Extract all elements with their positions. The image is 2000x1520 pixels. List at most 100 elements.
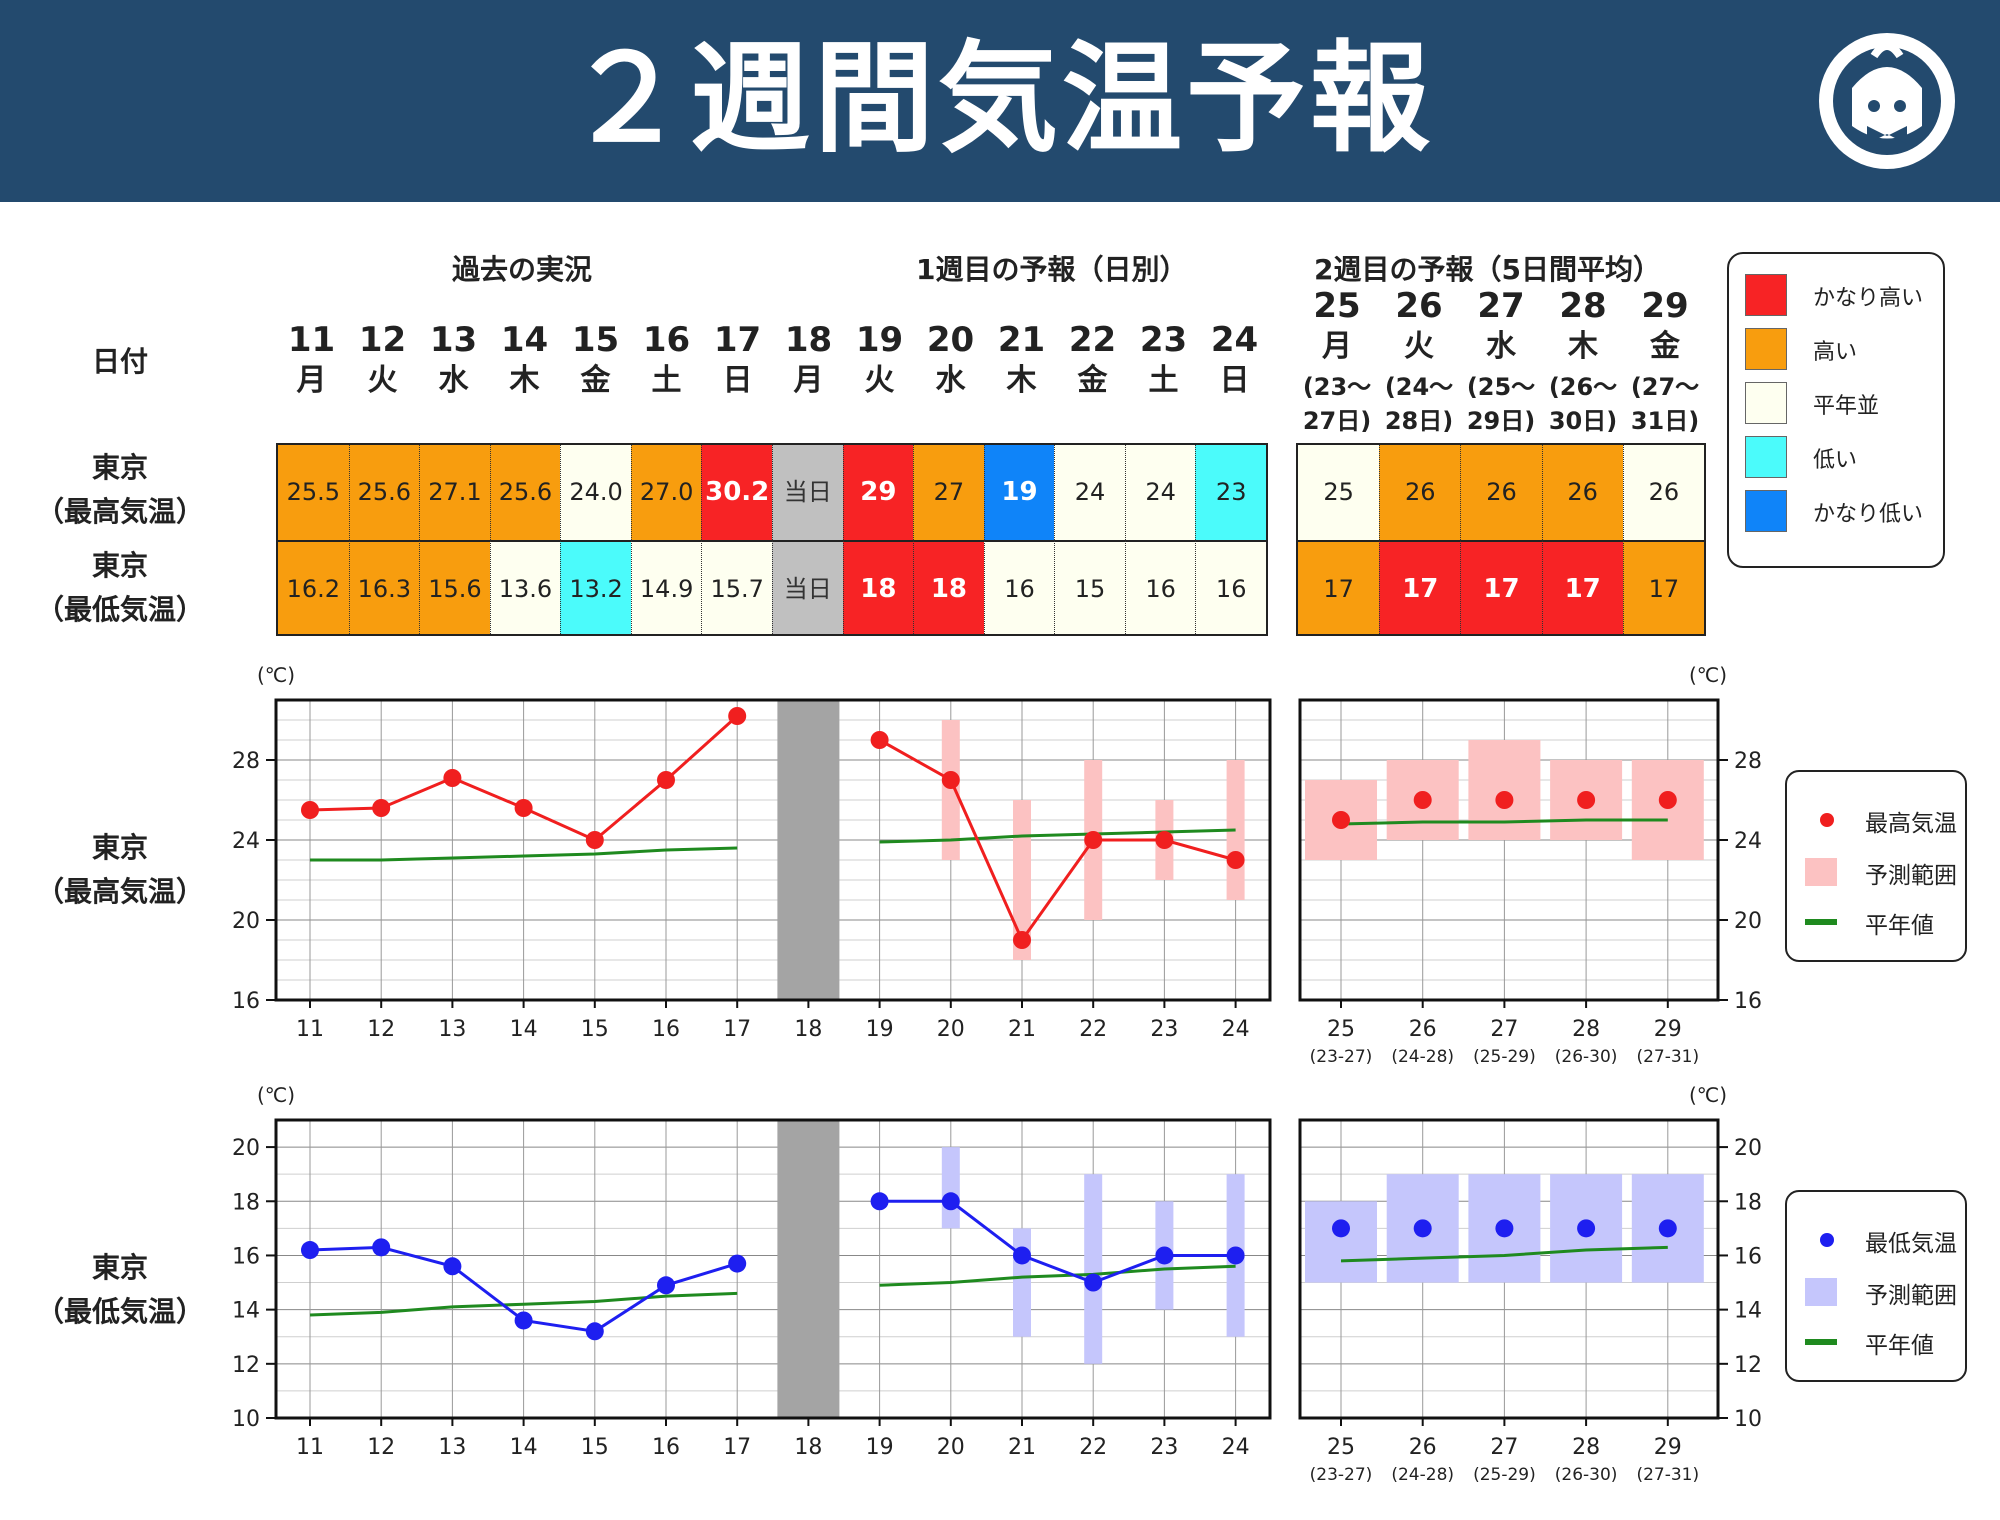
- y-tick-label: 16: [232, 989, 260, 1014]
- forecast-point: [1155, 1246, 1174, 1265]
- section-week2: 2週目の予報（5日間平均）: [1314, 253, 1661, 286]
- week2-point: [1332, 1219, 1350, 1238]
- category-label: 低い: [1813, 448, 1858, 473]
- chart-frame-daily: [274, 1118, 1272, 1420]
- forecast-point: [870, 1192, 889, 1211]
- observed-point: [585, 1322, 604, 1341]
- x-range-label: (23-27): [1310, 1465, 1373, 1485]
- date-column-22: 22 金: [1057, 322, 1128, 404]
- category-swatch-icon: [1745, 490, 1787, 532]
- date-weekday: 火: [1404, 329, 1434, 364]
- date-number: 25: [1313, 286, 1361, 326]
- date-column-16: 16 土: [631, 322, 702, 404]
- date-column-15: 15 金: [560, 322, 631, 404]
- y-tick-label: 24: [1734, 829, 1762, 854]
- max-temp-cell: 29: [842, 445, 914, 540]
- date-range-start: (24〜: [1384, 373, 1454, 401]
- section-past: 過去の実況: [452, 253, 593, 286]
- min-temp-cell: 16: [983, 539, 1055, 634]
- date-column-19: 19 火: [844, 322, 915, 404]
- forecast-point: [1155, 831, 1174, 849]
- normal-line-week1: [879, 1264, 1236, 1287]
- observed-point: [443, 1257, 462, 1276]
- date-weekday: 水: [438, 363, 469, 398]
- x-range-label: (27-31): [1636, 1047, 1699, 1067]
- y-tick-label: 12: [232, 1353, 260, 1378]
- observed-point: [443, 769, 462, 787]
- table-min-label: 東京 （最低気温）: [35, 549, 204, 626]
- date-weekday: 月: [1322, 329, 1352, 364]
- category-label: かなり低い: [1813, 502, 1924, 527]
- week2-point: [1413, 1219, 1432, 1238]
- week2-point: [1577, 791, 1596, 809]
- observed-point: [657, 771, 675, 789]
- min-temp-cell: 17: [1298, 539, 1380, 634]
- y-tick-label: 20: [232, 909, 260, 934]
- max-temp-cell: 30.2: [701, 445, 772, 540]
- week2-point: [1495, 1219, 1514, 1238]
- week2-point: [1332, 811, 1350, 829]
- date-weekday: 水: [1486, 329, 1516, 364]
- x-tick-label: 24: [1222, 1435, 1250, 1460]
- date-weekday: 日: [1219, 363, 1250, 398]
- normal-line-week1: [879, 828, 1236, 844]
- date-range-start: (26〜: [1548, 373, 1618, 401]
- max-temp-cell: 23: [1195, 445, 1266, 540]
- forecast-point: [1226, 1246, 1245, 1265]
- date-number: 14: [500, 320, 549, 360]
- forecast-point: [1226, 851, 1245, 869]
- observed-point: [514, 1311, 533, 1330]
- date-range-end: 29日): [1466, 407, 1536, 435]
- chart-frame-week2: [1298, 698, 1720, 1002]
- max-chart-legend: 最高気温 予測範囲 平年値: [1785, 770, 1967, 962]
- min-temp-cell: 17: [1379, 539, 1461, 634]
- date-number: 15: [571, 320, 620, 360]
- date-column-17: 17 日: [702, 322, 773, 404]
- forecast-range-bar: [941, 720, 960, 860]
- x-tick-label: 21: [1008, 1435, 1036, 1460]
- forecast-point: [1084, 1273, 1103, 1292]
- min-chart-legend: 最低気温 予測範囲 平年値: [1785, 1190, 1967, 1382]
- y-tick-label: 20: [1734, 1136, 1762, 1161]
- x-range-label: (24-28): [1391, 1047, 1454, 1067]
- y-tick-label: 28: [232, 749, 260, 774]
- max-temp-cell: 24: [1124, 445, 1196, 540]
- max-temp-cell: 24: [1054, 445, 1125, 540]
- date-column-24: 24 日: [1199, 322, 1270, 404]
- observed-point: [728, 707, 747, 725]
- category-label: かなり高い: [1813, 286, 1924, 311]
- max-temp-cell: 当日: [772, 445, 843, 540]
- max-temp-cell: 24.0: [560, 445, 631, 540]
- max-temp-cell: 26: [1622, 445, 1704, 540]
- x-tick-label: 29: [1654, 1435, 1682, 1460]
- min-temp-cell: 17: [1622, 539, 1704, 634]
- date-number: 27: [1477, 286, 1525, 326]
- green-line-icon: [1805, 919, 1837, 925]
- max-temp-cell: 27.1: [419, 445, 490, 540]
- x-range-label: (25-29): [1473, 1047, 1536, 1067]
- observed-point: [372, 799, 391, 817]
- date-number: 16: [642, 320, 691, 360]
- forecast-point: [941, 1192, 960, 1211]
- observed-point: [657, 1276, 675, 1295]
- today-shaded-column: [777, 700, 840, 1000]
- max-temp-cell: 26: [1379, 445, 1461, 540]
- date-number: 12: [358, 320, 407, 360]
- date-weekday: 土: [651, 363, 682, 398]
- x-tick-label: 22: [1079, 1017, 1107, 1042]
- date-range-start: (25〜: [1466, 373, 1536, 401]
- y-tick-label: 10: [232, 1407, 260, 1432]
- chart-min-label: 東京 （最低気温）: [35, 1251, 204, 1328]
- date-range-end: 27日): [1302, 407, 1372, 435]
- observed-point: [301, 801, 319, 819]
- forecast-point: [1013, 931, 1031, 949]
- observed-point: [585, 831, 604, 849]
- min-temp-cell: 13.2: [560, 539, 631, 634]
- min-temp-cell: 15.6: [419, 539, 490, 634]
- date-number: 23: [1139, 320, 1188, 360]
- x-range-label: (26-30): [1555, 1465, 1618, 1485]
- x-tick-label: 25: [1327, 1435, 1355, 1460]
- max-temp-cell: 26: [1541, 445, 1623, 540]
- y-tick-label: 18: [232, 1190, 260, 1215]
- y-tick-label: 16: [232, 1244, 260, 1269]
